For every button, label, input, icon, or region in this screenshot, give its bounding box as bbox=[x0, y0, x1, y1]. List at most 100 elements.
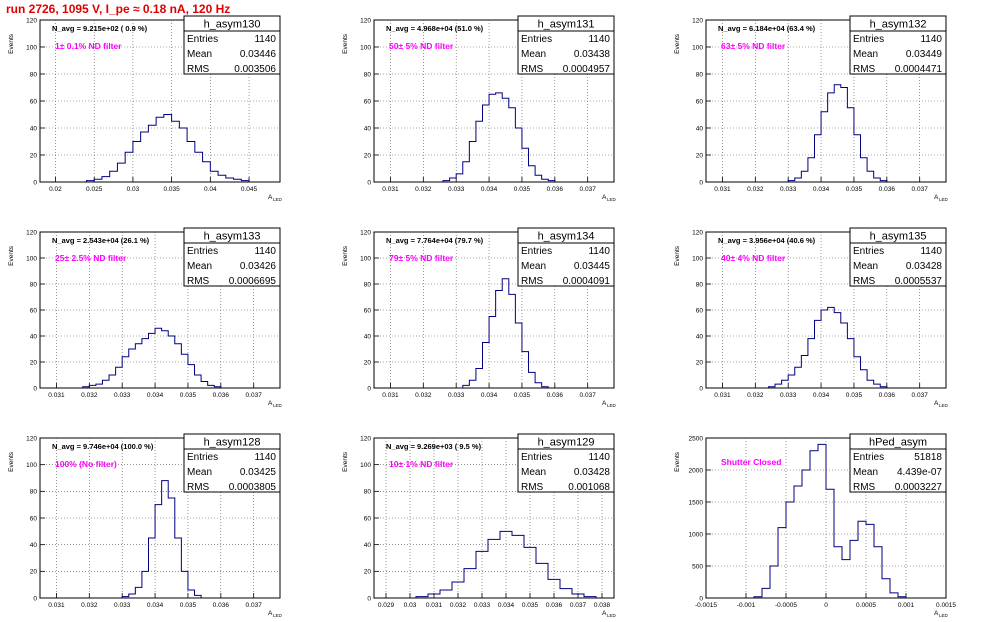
y-tick-label: 20 bbox=[364, 152, 372, 159]
stats-histogram-name: hPed_asym bbox=[869, 437, 927, 449]
y-tick-label: 120 bbox=[360, 435, 371, 442]
stats-histogram-name: h_asym133 bbox=[204, 231, 261, 243]
x-tick-label: 0.034 bbox=[481, 186, 498, 193]
stats-label: Mean bbox=[521, 261, 546, 272]
filter-label: 1± 0.1% ND filter bbox=[55, 41, 122, 51]
x-tick-label: 0.029 bbox=[378, 602, 395, 609]
x-tick-label: 0.034 bbox=[813, 186, 830, 193]
x-tick-label: 0.035 bbox=[163, 186, 180, 193]
stats-value: 0.0003227 bbox=[895, 482, 943, 493]
histogram-series bbox=[415, 530, 597, 598]
stats-value: 1140 bbox=[588, 34, 610, 45]
x-tick-label: 0.037 bbox=[580, 186, 597, 193]
x-axis-label-sub: LED bbox=[939, 403, 949, 408]
y-tick-label: 0 bbox=[33, 179, 37, 186]
x-tick-label: 0.035 bbox=[180, 392, 197, 399]
stats-histogram-name: h_asym134 bbox=[538, 231, 595, 243]
y-tick-label: 120 bbox=[26, 17, 37, 24]
x-tick-label: 0.036 bbox=[879, 186, 896, 193]
x-tick-label: 0.04 bbox=[204, 186, 217, 193]
stats-label: Mean bbox=[521, 467, 546, 478]
filter-label: Shutter Closed bbox=[721, 457, 781, 467]
x-tick-label: 0.034 bbox=[147, 602, 164, 609]
filter-label: 25± 2.5% ND filter bbox=[55, 253, 127, 263]
y-tick-label: 40 bbox=[696, 333, 704, 340]
x-tick-label: 0 bbox=[824, 602, 828, 609]
x-axis-label-sub: LED bbox=[607, 613, 617, 618]
y-tick-label: 80 bbox=[30, 281, 38, 288]
y-tick-label: 60 bbox=[696, 307, 704, 314]
y-tick-label: 40 bbox=[364, 542, 372, 549]
y-tick-label: 20 bbox=[30, 359, 38, 366]
stats-box bbox=[183, 227, 281, 287]
x-tick-label: 0.033 bbox=[780, 186, 797, 193]
x-tick-label: 0.034 bbox=[813, 392, 830, 399]
stats-label: RMS bbox=[853, 64, 876, 75]
x-tick-label: 0.031 bbox=[48, 392, 65, 399]
x-tick-label: 0.031 bbox=[426, 602, 443, 609]
x-tick-label: 0.035 bbox=[846, 186, 863, 193]
x-axis-label-sub: LED bbox=[607, 197, 617, 202]
stats-value: 0.03449 bbox=[906, 49, 943, 60]
y-tick-label: 100 bbox=[26, 255, 37, 262]
y-tick-label: 60 bbox=[696, 98, 704, 105]
x-tick-label: 0.001 bbox=[898, 602, 915, 609]
x-tick-label: 0.045 bbox=[241, 186, 258, 193]
x-tick-label: 0.035 bbox=[522, 602, 539, 609]
stats-label: RMS bbox=[187, 482, 210, 493]
x-tick-label: 0.032 bbox=[415, 186, 432, 193]
stats-box bbox=[517, 227, 615, 287]
x-tick-label: 0.032 bbox=[81, 602, 98, 609]
y-tick-label: 100 bbox=[360, 44, 371, 51]
x-tick-label: 0.035 bbox=[180, 602, 197, 609]
histogram-series bbox=[787, 84, 888, 182]
filter-label: 50± 5% ND filter bbox=[389, 41, 454, 51]
stats-histogram-name: h_asym132 bbox=[870, 19, 927, 31]
x-tick-label: 0.037 bbox=[246, 602, 263, 609]
stats-label: Entries bbox=[521, 34, 552, 45]
x-tick-label: 0.037 bbox=[912, 392, 929, 399]
histogram-series bbox=[121, 480, 202, 598]
stats-label: Mean bbox=[853, 467, 878, 478]
x-tick-label: 0.035 bbox=[846, 392, 863, 399]
navg-label: N_avg = 9.269e+03 ( 9.5 %) bbox=[386, 442, 482, 451]
x-axis-label: A bbox=[934, 610, 939, 617]
y-tick-label: 0 bbox=[699, 385, 703, 392]
stats-label: RMS bbox=[521, 64, 544, 75]
stats-label: Entries bbox=[521, 452, 552, 463]
histogram-panel: 0 20 40 60 80 100 120 0.031 0.032 0.033 0.034 0.035… bbox=[674, 15, 949, 202]
x-tick-label: 0.03 bbox=[404, 602, 417, 609]
y-axis-label: Events bbox=[674, 451, 681, 472]
x-tick-label: -0.0005 bbox=[775, 602, 797, 609]
y-axis-label: Events bbox=[8, 33, 15, 54]
y-tick-label: 100 bbox=[26, 462, 37, 469]
y-tick-label: 80 bbox=[696, 281, 704, 288]
y-tick-label: 500 bbox=[692, 563, 703, 570]
y-tick-label: 40 bbox=[30, 125, 38, 132]
stats-value: 1140 bbox=[254, 34, 276, 45]
y-tick-label: 0 bbox=[33, 595, 37, 602]
stats-label: Entries bbox=[521, 246, 552, 257]
y-tick-label: 80 bbox=[364, 71, 372, 78]
stats-value: 0.03426 bbox=[240, 261, 277, 272]
stats-histogram-name: h_asym128 bbox=[204, 437, 261, 449]
x-axis-label-sub: LED bbox=[607, 403, 617, 408]
y-tick-label: 1500 bbox=[689, 499, 704, 506]
x-tick-label: -0.0015 bbox=[695, 602, 717, 609]
stats-value: 1140 bbox=[920, 34, 942, 45]
histogram-panel: 0 20 40 60 80 100 120 0.029 0.03 0.031 0.032 0.033 0… bbox=[342, 433, 617, 618]
stats-label: RMS bbox=[187, 276, 210, 287]
stats-value: 0.001068 bbox=[568, 482, 610, 493]
stats-histogram-name: h_asym135 bbox=[870, 231, 927, 243]
stats-label: Entries bbox=[187, 452, 218, 463]
stats-box bbox=[517, 15, 615, 75]
y-tick-label: 120 bbox=[692, 17, 703, 24]
y-axis-label: Events bbox=[674, 245, 681, 266]
stats-label: Entries bbox=[853, 246, 884, 257]
x-axis-label: A bbox=[268, 610, 273, 617]
stats-box bbox=[849, 433, 947, 493]
x-tick-label: 0.034 bbox=[498, 602, 515, 609]
x-tick-label: 0.033 bbox=[474, 602, 491, 609]
x-tick-label: 0.032 bbox=[81, 392, 98, 399]
x-tick-label: 0.037 bbox=[580, 392, 597, 399]
